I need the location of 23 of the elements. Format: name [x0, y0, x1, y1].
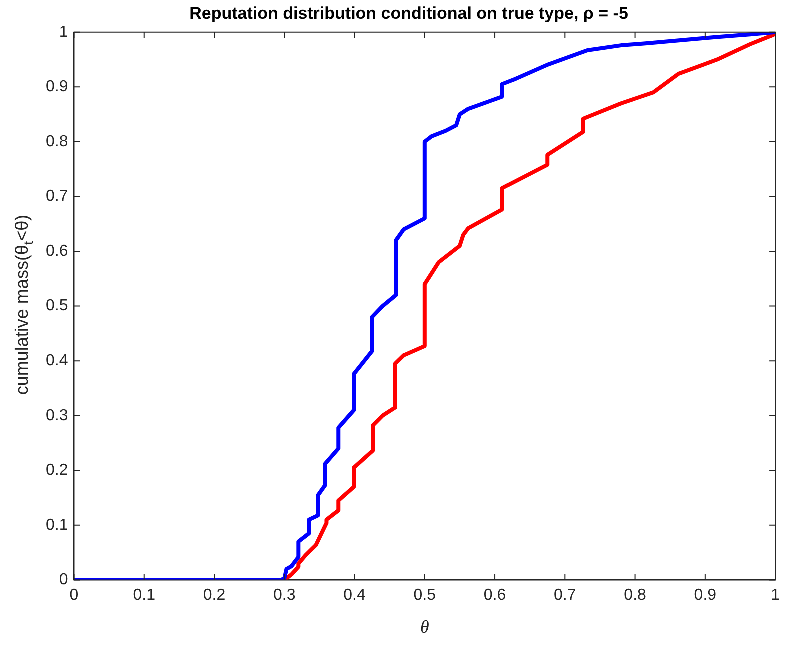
y-tick-label: 0.7: [46, 188, 68, 206]
y-tick-label: 0.6: [46, 242, 68, 260]
y-tick-label: 0.2: [46, 462, 68, 480]
x-axis-title: θ: [420, 616, 430, 637]
x-tick-label: 0.7: [554, 587, 576, 604]
y-tick-label: 1: [59, 24, 68, 41]
x-tick-label: 0.1: [133, 587, 156, 604]
x-tick-label: 0.5: [414, 587, 436, 604]
chart-title: Reputation distribution conditional on true type, ρ = -5: [190, 4, 628, 23]
x-tick-label: 0.4: [344, 587, 366, 604]
y-tick-label: 0: [59, 572, 68, 589]
y-tick-label: 0.9: [46, 78, 68, 96]
x-tick-label: 0.2: [203, 587, 226, 604]
x-tick-label: 0.9: [694, 587, 717, 604]
y-tick-label: 0.5: [46, 298, 68, 315]
y-tick-label: 0.8: [46, 133, 68, 150]
y-tick-label: 0.1: [46, 516, 68, 534]
x-tick-label: 0.3: [274, 587, 296, 604]
y-tick-label: 0.4: [46, 352, 68, 370]
x-tick-label: 1: [771, 587, 780, 604]
x-tick-label: 0.6: [484, 587, 506, 604]
y-tick-label: 0.3: [46, 407, 68, 424]
x-tick-label: 0.8: [624, 587, 647, 604]
